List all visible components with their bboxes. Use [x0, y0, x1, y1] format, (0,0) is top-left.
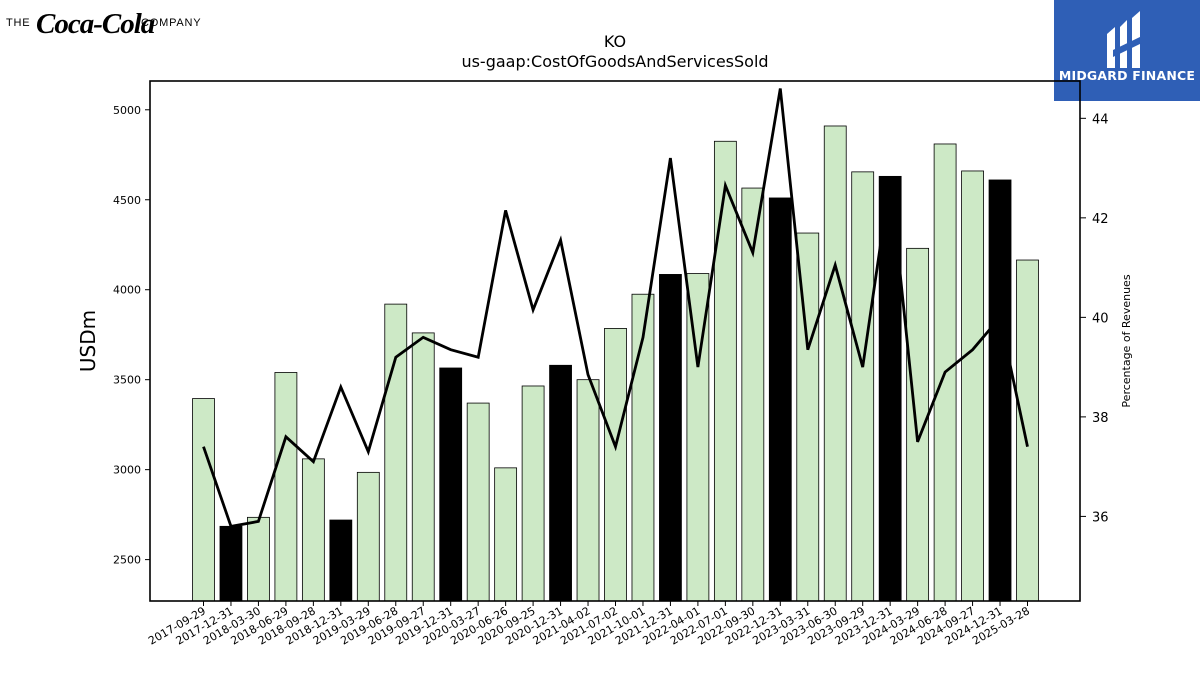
bar-2019-12-31: [439, 367, 463, 602]
y-tick-label: 3500: [113, 374, 141, 387]
midgard-finance-logo: MIDGARD FINANCE: [1054, 0, 1200, 101]
y-tick-label: 4000: [113, 284, 141, 297]
bar-2020-12-31: [549, 364, 572, 602]
coke-logo-pre: THE: [6, 17, 30, 29]
bar-2018-12-31: [329, 519, 353, 602]
coke-logo-script: Coca-Cola: [36, 8, 155, 40]
bar-2019-06-28: [384, 303, 408, 602]
bar-2023-09-29: [851, 171, 875, 602]
y2-tick-label: 40: [1092, 311, 1109, 326]
bar-2020-09-25: [521, 385, 545, 602]
bar-2023-06-30: [823, 125, 847, 602]
bar-2022-12-31: [768, 197, 792, 602]
bar-2022-07-01: [713, 140, 737, 602]
bar-2017-12-31: [219, 525, 243, 602]
y-axis-label: USDm: [76, 310, 100, 372]
y-tick-label: 2500: [113, 554, 141, 567]
bars-layer: [192, 125, 1039, 602]
bar-2018-03-30: [247, 516, 270, 602]
y2-axis-label: Percentage of Revenues: [1120, 274, 1133, 407]
y2-tick-label: 42: [1092, 212, 1109, 227]
chart-subtitle: us-gaap:CostOfGoodsAndServicesSold: [461, 52, 769, 71]
coca-cola-logo: THE Coca-Cola COMPANY: [6, 2, 226, 40]
y-tick-label: 3000: [113, 464, 141, 477]
y2-tick-label: 38: [1092, 411, 1109, 426]
bar-2025-03-28: [1016, 259, 1039, 602]
bar-2021-12-31: [659, 274, 682, 602]
y2-tick-label: 44: [1092, 112, 1109, 127]
bar-2020-03-27: [466, 402, 490, 602]
y-tick-label: 4500: [113, 194, 141, 207]
chart-title-block: KO us-gaap:CostOfGoodsAndServicesSold: [150, 32, 1080, 72]
midgard-finance-name: MIDGARD FINANCE: [1058, 68, 1196, 83]
bar-2024-12-31: [988, 179, 1012, 602]
midgard-emblem-icon: [1107, 11, 1142, 68]
bar-2018-09-28: [301, 458, 325, 602]
y-tick-label: 5000: [113, 104, 141, 117]
bar-2024-09-27: [961, 170, 984, 602]
coke-logo-post: COMPANY: [141, 17, 201, 29]
bar-2021-07-02: [604, 328, 627, 602]
bar-2020-06-26: [494, 467, 518, 602]
bar-2018-06-29: [274, 372, 298, 602]
bar-2019-03-29: [356, 471, 380, 602]
line-layer: [202, 88, 1029, 528]
chart-title: KO: [603, 32, 627, 51]
bar-2017-09-29: [192, 398, 215, 602]
y2-tick-label: 36: [1092, 510, 1109, 525]
bar-2021-04-02: [576, 379, 600, 602]
bar-2019-09-27: [411, 332, 435, 602]
percentage-line: [202, 88, 1029, 528]
